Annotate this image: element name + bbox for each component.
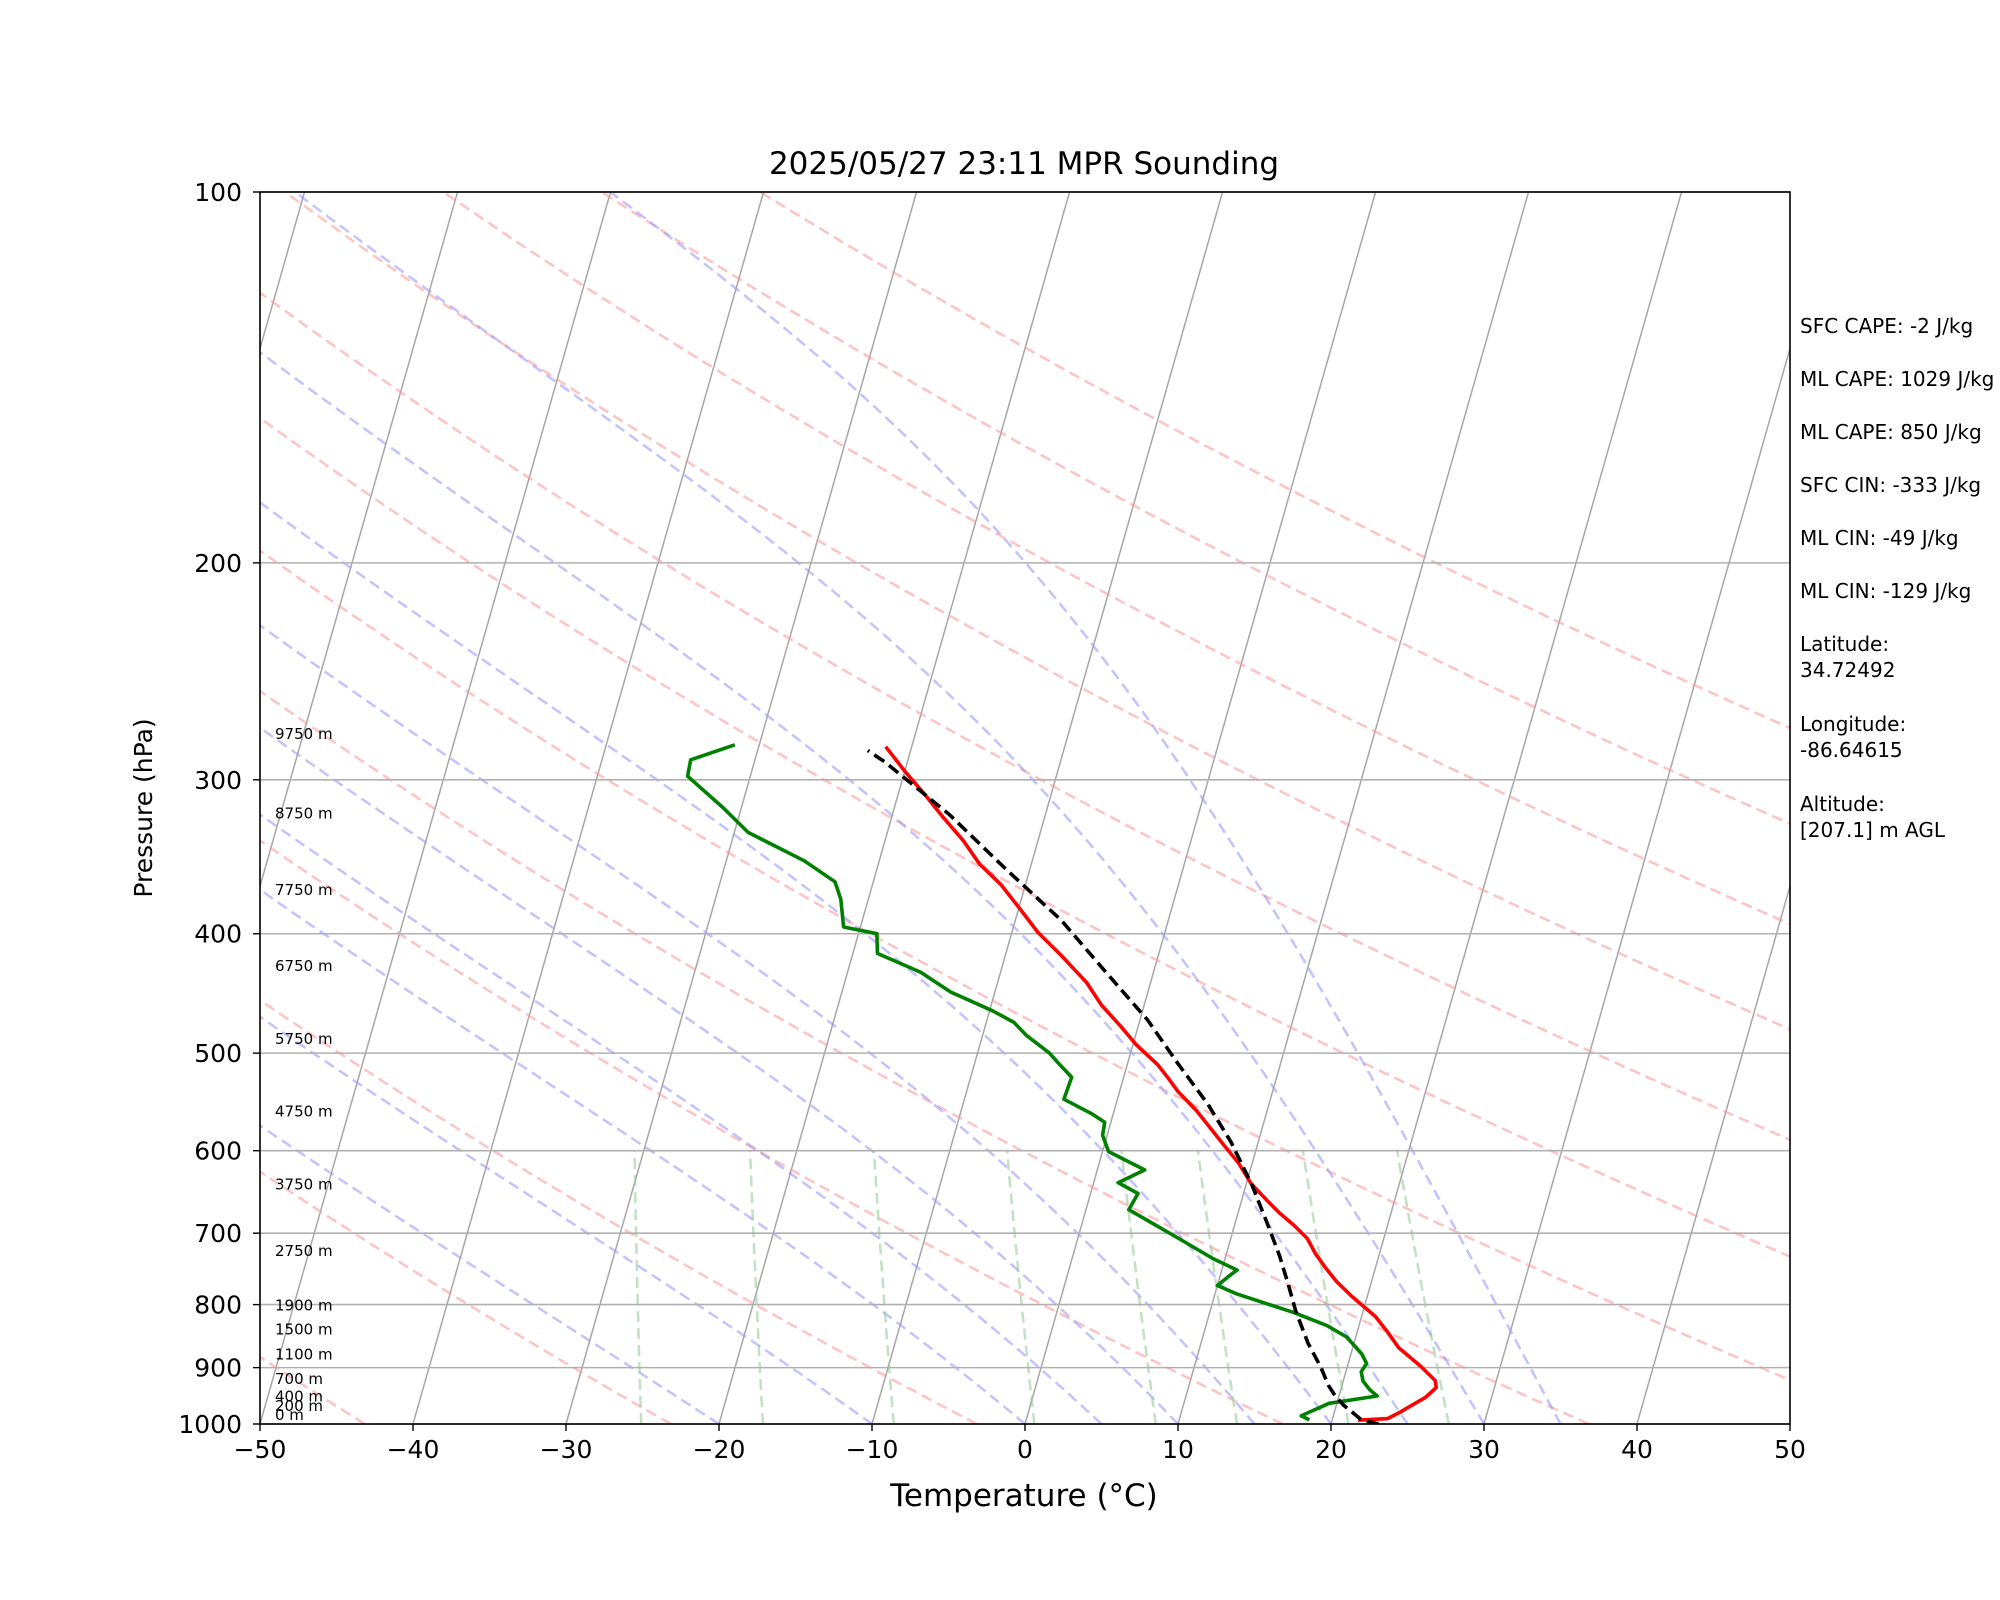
stat-ml-cape-2: ML CAPE: 850 J/kg	[1800, 420, 1982, 444]
longitude-block: Longitude: -86.64615	[1800, 711, 2000, 791]
y-tick-label: 1000	[178, 1410, 242, 1439]
isotherm-line	[1177, 192, 1530, 1424]
plot-frame	[259, 191, 1791, 1425]
height-label: 5750 m	[275, 1030, 333, 1048]
background-lines	[260, 192, 1790, 1424]
stat-ml-cin: ML CIN: -49 J/kg	[1800, 526, 1959, 550]
y-tick-label: 900	[194, 1354, 242, 1383]
isotherm-line	[412, 192, 765, 1424]
isotherm-line	[1636, 883, 1790, 1424]
temperature-line	[884, 745, 1439, 1422]
height-label: 700 m	[275, 1370, 323, 1388]
x-axis-ticks: −50 −40 −30 −20 −10 0 10 20 30 40 50	[234, 1424, 1806, 1464]
x-tick-label: 40	[1621, 1435, 1653, 1464]
moist-adiabat-line	[260, 500, 1333, 1424]
x-tick-label: −10	[846, 1435, 899, 1464]
dry-adiabat-line	[601, 192, 1790, 826]
y-tick-label: 400	[194, 920, 242, 949]
height-label: 7750 m	[275, 881, 333, 899]
moist-adiabat-line	[609, 192, 1562, 1424]
isotherm-line	[260, 192, 459, 890]
y-tick-label: 500	[194, 1039, 242, 1068]
height-label: 8750 m	[275, 805, 333, 823]
moist-adiabat-line	[260, 888, 1026, 1424]
y-tick-label: 300	[194, 766, 242, 795]
sounding-stats-panel: SFC CAPE: -2 J/kg ML CAPE: 1029 J/kg ML …	[1800, 313, 2000, 871]
height-label: 4750 m	[275, 1102, 333, 1120]
dry-adiabat-line	[260, 839, 1284, 1424]
y-tick-label: 800	[194, 1291, 242, 1320]
mixing-ratio-line	[1395, 1150, 1451, 1424]
moist-adiabat-line	[260, 1015, 873, 1424]
height-label: 400 m	[275, 1387, 323, 1405]
height-label: 1500 m	[275, 1320, 333, 1338]
longitude-value: -86.64615	[1800, 738, 1903, 762]
x-tick-label: −30	[540, 1435, 593, 1464]
height-label: 3750 m	[275, 1176, 333, 1194]
moist-adiabat-line	[260, 350, 1409, 1424]
mixing-ratio-line	[633, 1150, 643, 1424]
moist-adiabat-line	[260, 623, 1256, 1424]
pressure-gridlines	[260, 191, 1790, 1425]
dry-adiabat-line	[260, 689, 1590, 1424]
sounding-series	[685, 743, 1439, 1424]
longitude-label: Longitude:	[1800, 712, 1907, 736]
mixing-ratio-line	[748, 1150, 765, 1424]
height-label: 0 m	[275, 1406, 304, 1424]
dry-adiabat-line	[442, 192, 1790, 926]
x-tick-label: 0	[1017, 1435, 1033, 1464]
dry-adiabat-line	[284, 192, 1790, 1031]
height-label: 1100 m	[275, 1345, 333, 1363]
height-label: 2750 m	[275, 1242, 333, 1260]
stat-ml-cin-2: ML CIN: -129 J/kg	[1800, 579, 1972, 603]
isotherm-line	[871, 192, 1224, 1424]
y-axis-ticks: 1000 900 800 700 600 500 400 300 200 100	[178, 178, 260, 1439]
x-tick-label: 20	[1315, 1435, 1347, 1464]
y-tick-label: 600	[194, 1137, 242, 1166]
chart-title: 2025/05/27 23:11 MPR Sounding	[769, 146, 1279, 182]
altitude-block: Altitude: [207.1] m AGL	[1800, 791, 2000, 871]
dry-adiabat-line	[260, 1170, 672, 1424]
y-tick-label: 700	[194, 1219, 242, 1248]
y-axis-label: Pressure (hPa)	[129, 718, 158, 897]
y-tick-label: 200	[194, 549, 242, 578]
isotherm-line	[1330, 192, 1683, 1424]
x-tick-label: −20	[693, 1435, 746, 1464]
dry-adiabat-line	[260, 416, 1790, 1258]
isotherm-line	[718, 192, 1071, 1424]
stat-sfc-cape: SFC CAPE: -2 J/kg	[1800, 314, 1974, 338]
altitude-label: Altitude:	[1800, 792, 1885, 816]
isotherm-line	[565, 192, 918, 1424]
x-tick-label: −50	[234, 1435, 287, 1464]
dewpoint-line	[685, 743, 1379, 1422]
moist-adiabat-line	[260, 1124, 720, 1424]
x-tick-label: 10	[1162, 1435, 1194, 1464]
parcel-path-line	[866, 749, 1379, 1424]
mixing-ratio-line	[1005, 1150, 1036, 1424]
x-tick-label: 30	[1468, 1435, 1500, 1464]
height-label: 6750 m	[275, 957, 333, 975]
height-label: 9750 m	[275, 725, 333, 743]
isotherm-line	[1024, 192, 1377, 1424]
x-tick-label: 50	[1774, 1435, 1806, 1464]
stat-ml-cape: ML CAPE: 1029 J/kg	[1800, 367, 1995, 391]
stat-sfc-cin: SFC CIN: -333 J/kg	[1800, 473, 1982, 497]
dry-adiabat-line	[260, 291, 1790, 1142]
latitude-label: Latitude:	[1800, 632, 1890, 656]
altitude-value: [207.1] m AGL	[1800, 818, 1946, 842]
y-tick-label: 100	[194, 178, 242, 207]
x-axis-label: Temperature (°C)	[889, 1478, 1158, 1514]
latitude-value: 34.72492	[1800, 658, 1896, 682]
latitude-block: Latitude: 34.72492	[1800, 631, 2000, 711]
height-label: 200 m	[275, 1397, 323, 1415]
x-tick-label: −40	[387, 1435, 440, 1464]
height-label: 1900 m	[275, 1297, 333, 1315]
isotherm-line	[1483, 345, 1790, 1424]
moist-adiabat-line	[260, 726, 1179, 1424]
moist-adiabat-line	[294, 192, 1486, 1424]
